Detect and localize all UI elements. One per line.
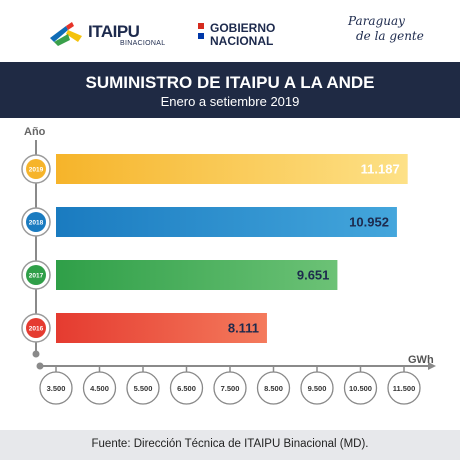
chart-title: SUMINISTRO DE ITAIPU A LA ANDE [85,73,375,92]
x-tick-label: 9.500 [308,384,327,393]
year-axis-end-dot [32,350,40,358]
bar-value-label: 11.187 [361,162,400,177]
x-tick-circle [300,371,334,405]
x-tick-circle [256,371,291,405]
flag-red-icon [198,23,204,29]
itaipu-brand: ITAIPU [88,22,140,41]
x-tick-label: 4.500 [90,384,109,393]
itaipu-logo: ITAIPU BINACIONAL [48,20,165,50]
chart-subtitle: Enero a setiembre 2019 [160,94,300,109]
bar-value-label: 8.111 [228,321,259,336]
x-tick-circle [39,371,73,405]
year-label: 2018 [29,220,44,227]
flag-blue-icon [198,33,204,39]
x-tick-label: 3.500 [47,384,66,393]
bar-chart: 2019 2018 2017 2016 11.187 10.952 9.651 8.111 … [0,118,460,430]
x-tick-circle [387,371,421,405]
year-label: 2016 [29,326,44,333]
x-axis-arrow-icon [428,362,436,370]
gobierno-line2: NACIONAL [210,34,274,48]
x-tick-circle [169,371,204,405]
header: ITAIPU BINACIONAL GOBIERNO NACIONAL Para… [0,0,460,62]
bar-2019 [56,154,408,184]
source-note: Fuente: Dirección Técnica de ITAIPU Bina… [91,438,369,450]
itaipu-sub: BINACIONAL [120,40,166,47]
x-tick-label: 11.500 [393,384,416,393]
x-tick-circle [343,371,378,405]
x-axis-start-dot [36,362,44,370]
x-tick-label: 8.500 [264,384,283,393]
x-tick-label: 5.500 [134,384,153,393]
bar-value-label: 9.651 [297,268,330,283]
title-banner: SUMINISTRO DE ITAIPU A LA ANDE Enero a s… [0,62,460,118]
x-tick-circle [213,371,247,405]
x-tick-label: 6.500 [177,384,196,393]
itaipu-emblem-icon [50,22,82,46]
year-circle-2016 [26,318,46,338]
paraguay-line2: de la gente [356,29,424,43]
bar-2016 [56,313,267,343]
year-label: 2019 [29,167,44,174]
bar-value-label: 10.952 [349,215,389,230]
year-circle-2019 [26,159,46,179]
x-tick-label: 10.500 [349,384,372,393]
footer: Fuente: Dirección Técnica de ITAIPU Bina… [0,430,460,460]
paraguay-logo: Paraguay de la gente [340,14,430,54]
gobierno-line1: GOBIERNO [210,21,276,35]
x-tick-label: 7.500 [221,384,240,393]
year-circle-2018 [26,212,46,232]
gobierno-logo: GOBIERNO NACIONAL [198,21,308,51]
x-axis-label: GWh [408,354,434,366]
bar-2017 [56,260,338,290]
bar-2018 [56,207,397,237]
year-label: 2017 [29,273,44,280]
x-tick-circle [126,371,160,405]
x-tick-circle [82,371,117,405]
y-axis-label: Año [24,126,46,138]
paraguay-line1: Paraguay [348,14,405,28]
year-circle-2017 [26,265,46,285]
